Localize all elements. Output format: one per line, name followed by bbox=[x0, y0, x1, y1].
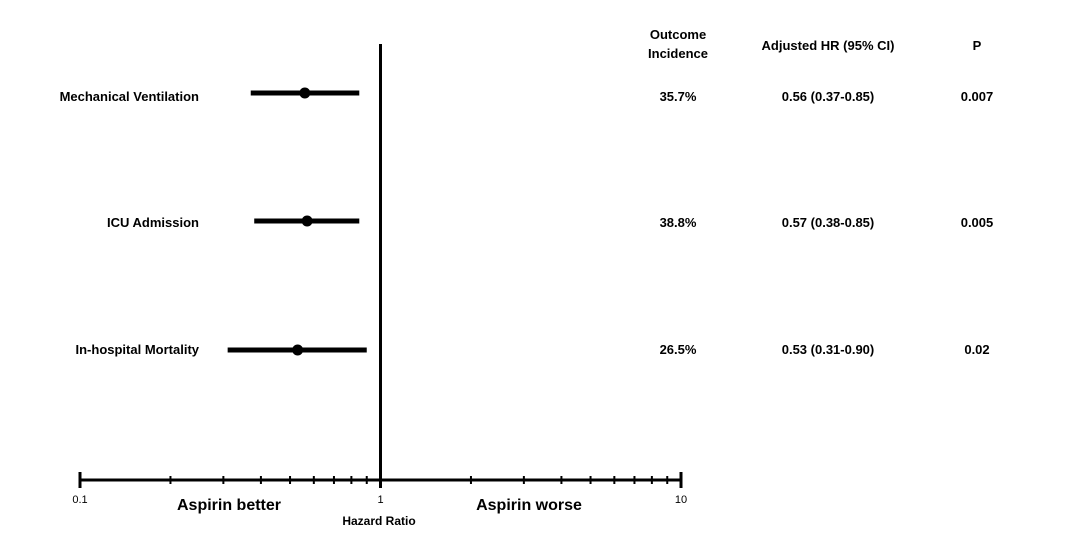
incidence-header-line-2: Incidence bbox=[648, 46, 708, 61]
row-label-icu-admission: ICU Admission bbox=[107, 215, 199, 230]
row-incidence-mechanical-ventilation: 35.7% bbox=[660, 89, 697, 104]
x-tick-label: 1 bbox=[377, 494, 383, 506]
hr-point bbox=[299, 87, 311, 99]
plot-area: 0.1 1 10 bbox=[72, 44, 687, 506]
p-header: P bbox=[973, 38, 982, 53]
row-hr-icu-admission: 0.57 (0.38-0.85) bbox=[782, 215, 875, 230]
x-tick-label: 10 bbox=[675, 494, 687, 506]
row-p-icu-admission: 0.005 bbox=[961, 215, 994, 230]
row-label-in-hospital-mortality: In-hospital Mortality bbox=[76, 342, 200, 357]
row-incidence-in-hospital-mortality: 26.5% bbox=[660, 342, 697, 357]
row-label-mechanical-ventilation: Mechanical Ventilation bbox=[60, 89, 199, 104]
hr-point bbox=[301, 215, 313, 227]
row-hr-in-hospital-mortality: 0.53 (0.31-0.90) bbox=[782, 342, 875, 357]
direction-label-left: Aspirin better bbox=[177, 497, 281, 514]
direction-label-right: Aspirin worse bbox=[476, 497, 582, 514]
x-tick-label: 0.1 bbox=[72, 494, 87, 506]
row-p-mechanical-ventilation: 0.007 bbox=[961, 89, 994, 104]
hr-header: Adjusted HR (95% CI) bbox=[762, 38, 895, 53]
x-axis-title: Hazard Ratio bbox=[342, 514, 415, 528]
row-incidence-icu-admission: 38.8% bbox=[660, 215, 697, 230]
row-hr-mechanical-ventilation: 0.56 (0.37-0.85) bbox=[782, 89, 875, 104]
hr-point bbox=[292, 344, 304, 356]
row-p-in-hospital-mortality: 0.02 bbox=[964, 342, 989, 357]
incidence-header-line-1: Outcome bbox=[650, 27, 706, 42]
